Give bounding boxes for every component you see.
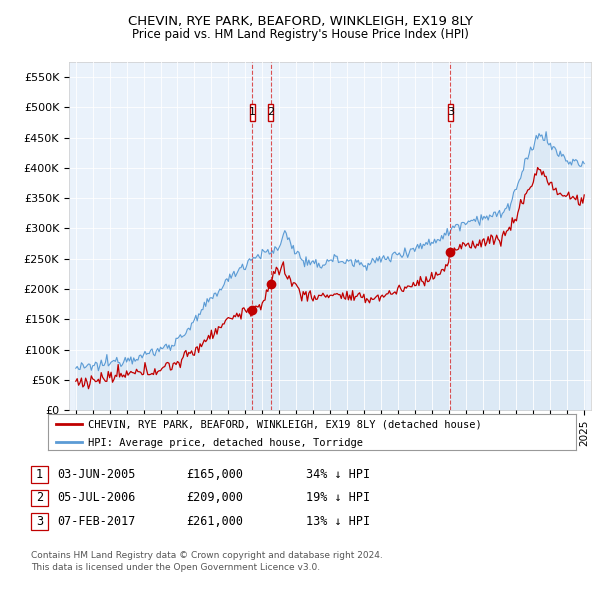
Text: CHEVIN, RYE PARK, BEAFORD, WINKLEIGH, EX19 8LY (detached house): CHEVIN, RYE PARK, BEAFORD, WINKLEIGH, EX… (88, 420, 481, 430)
Text: 2: 2 (36, 491, 43, 504)
FancyBboxPatch shape (448, 104, 453, 121)
FancyBboxPatch shape (250, 104, 255, 121)
Text: Contains HM Land Registry data © Crown copyright and database right 2024.: Contains HM Land Registry data © Crown c… (31, 551, 383, 560)
Text: £209,000: £209,000 (186, 491, 243, 504)
Text: £261,000: £261,000 (186, 515, 243, 528)
Text: £165,000: £165,000 (186, 468, 243, 481)
Text: 07-FEB-2017: 07-FEB-2017 (57, 515, 136, 528)
Text: 2: 2 (267, 107, 274, 117)
Text: 19% ↓ HPI: 19% ↓ HPI (306, 491, 370, 504)
Text: 34% ↓ HPI: 34% ↓ HPI (306, 468, 370, 481)
Text: HPI: Average price, detached house, Torridge: HPI: Average price, detached house, Torr… (88, 438, 362, 447)
FancyBboxPatch shape (268, 104, 273, 121)
Text: 1: 1 (249, 107, 256, 117)
Text: CHEVIN, RYE PARK, BEAFORD, WINKLEIGH, EX19 8LY: CHEVIN, RYE PARK, BEAFORD, WINKLEIGH, EX… (128, 15, 473, 28)
Text: Price paid vs. HM Land Registry's House Price Index (HPI): Price paid vs. HM Land Registry's House … (131, 28, 469, 41)
Text: 05-JUL-2006: 05-JUL-2006 (57, 491, 136, 504)
Text: 3: 3 (36, 515, 43, 528)
Text: 1: 1 (36, 468, 43, 481)
Text: 13% ↓ HPI: 13% ↓ HPI (306, 515, 370, 528)
Text: 3: 3 (447, 107, 454, 117)
Text: This data is licensed under the Open Government Licence v3.0.: This data is licensed under the Open Gov… (31, 563, 320, 572)
Text: 03-JUN-2005: 03-JUN-2005 (57, 468, 136, 481)
